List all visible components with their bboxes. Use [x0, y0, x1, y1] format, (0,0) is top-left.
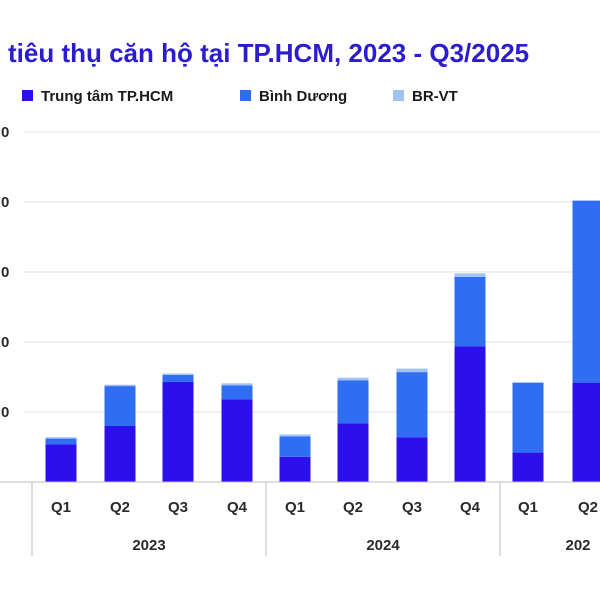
year-group-label: 2023: [132, 537, 165, 554]
bar-segment-binh-duong: [454, 276, 486, 347]
bar-segment-binh-duong: [162, 374, 194, 382]
legend-swatch-2: [393, 90, 404, 101]
bar-segment-binh-duong: [572, 200, 600, 383]
x-tick-label: Q3: [402, 499, 422, 516]
y-tick-label: 0: [1, 404, 9, 421]
legend-label-0: Trung tâm TP.HCM: [41, 88, 173, 105]
year-group-label: 2024: [366, 537, 400, 554]
legend-swatch-1: [240, 90, 251, 101]
x-tick-label: Q1: [285, 499, 305, 516]
legend-label-1: Bình Dương: [259, 88, 347, 105]
x-axis: Q1 Q2 Q3 Q4 Q1 Q2 Q3 Q4 Q1 Q2 2023 2024 202: [0, 481, 600, 556]
legend-label-2: BR-VT: [412, 88, 458, 105]
x-tick-label: Q1: [518, 499, 538, 516]
x-tick-label: Q3: [168, 499, 188, 516]
bar-segment-binh-duong: [279, 436, 311, 457]
bar-segment-br-vt: [396, 368, 428, 373]
bars: [45, 200, 600, 482]
bar-segment-br-vt: [104, 384, 136, 387]
bar-segment-br-vt: [221, 383, 253, 386]
x-tick-label: Q4: [227, 499, 248, 516]
bar-segment-br-vt: [162, 373, 194, 375]
bar-segment-trung-tam: [454, 346, 486, 482]
bar-segment-br-vt: [337, 377, 369, 381]
bar-segment-trung-tam: [162, 381, 194, 482]
bar-segment-trung-tam: [221, 399, 253, 482]
year-group-label: 202: [565, 537, 590, 554]
y-tick-label: 0: [1, 334, 9, 351]
x-tick-label: Q2: [110, 499, 130, 516]
y-tick-label: 0: [1, 194, 9, 211]
x-tick-label: Q1: [51, 499, 71, 516]
bar-segment-br-vt: [454, 273, 486, 277]
bar-segment-trung-tam: [337, 423, 369, 482]
x-tick-label: Q2: [343, 499, 363, 516]
gridlines: [24, 131, 600, 413]
bar-segment-binh-duong: [512, 382, 544, 453]
bar-segment-binh-duong: [337, 380, 369, 424]
chart-title: tiêu thụ căn hộ tại TP.HCM, 2023 - Q3/20…: [8, 38, 529, 68]
x-tick-label: Q4: [460, 499, 481, 516]
bar-segment-trung-tam: [279, 456, 311, 482]
y-tick-label: 0: [1, 264, 9, 281]
bar-segment-trung-tam: [104, 426, 136, 482]
bar-segment-binh-duong: [104, 386, 136, 426]
bar-segment-br-vt: [45, 437, 77, 439]
bar-segment-trung-tam: [512, 452, 544, 482]
bar-segment-binh-duong: [396, 372, 428, 438]
bar-segment-trung-tam: [572, 382, 600, 482]
bar-segment-trung-tam: [45, 444, 77, 482]
y-tick-label: 0: [1, 124, 9, 141]
bar-segment-binh-duong: [45, 438, 77, 445]
bar-segment-binh-duong: [221, 385, 253, 400]
bar-segment-trung-tam: [396, 437, 428, 482]
x-tick-label: Q2: [578, 499, 598, 516]
legend-swatch-0: [22, 90, 33, 101]
y-axis-tick-labels: 0 0 0 0 0: [1, 124, 9, 421]
legend: Trung tâm TP.HCM Bình Dương BR-VT: [22, 88, 458, 105]
bar-segment-br-vt: [279, 434, 311, 437]
